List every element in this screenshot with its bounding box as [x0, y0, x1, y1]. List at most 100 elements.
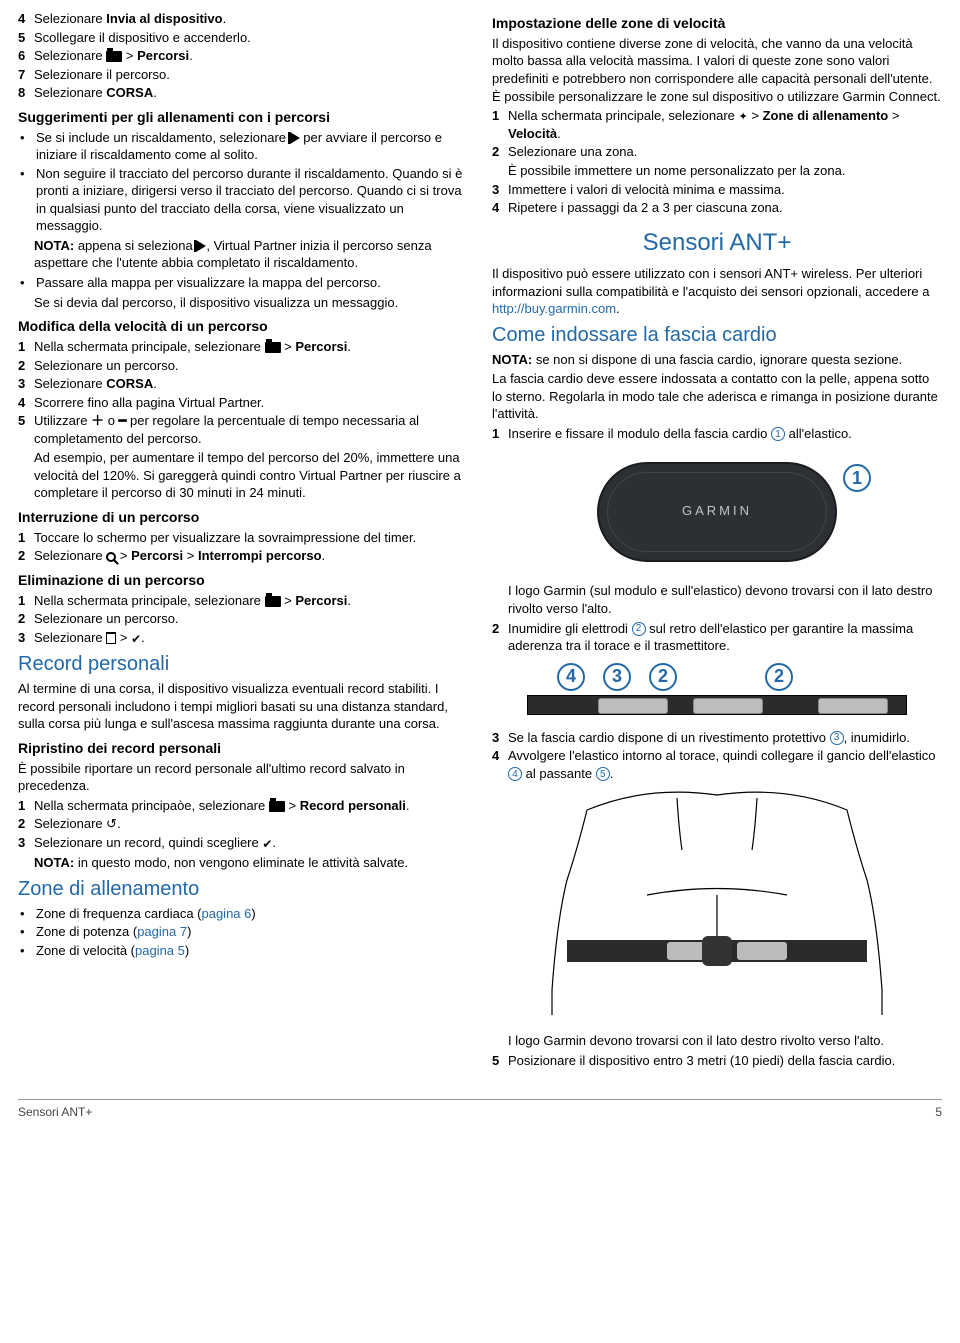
list-item: È possibile immettere un nome personaliz… — [492, 162, 942, 180]
list-body: Posizionare il dispositivo entro 3 metri… — [508, 1052, 942, 1070]
list-number: 2 — [18, 547, 34, 565]
list-item: 8Selezionare CORSA. — [18, 84, 468, 102]
list-item: 1Toccare lo schermo per visualizzare la … — [18, 529, 468, 547]
list-number: 2 — [492, 143, 508, 161]
trash-icon — [106, 632, 116, 644]
hrm-module-illustration: GARMIN 1 — [577, 452, 857, 572]
bullet-body: Non seguire il tracciato del percorso du… — [36, 165, 468, 235]
torso-text: I logo Garmin devono trovarsi con il lat… — [508, 1032, 942, 1050]
heading-suggerimenti: Suggerimenti per gli allenamenti con i p… — [18, 108, 468, 127]
callout-5-ref: 5 — [596, 767, 610, 781]
list-item: 3Selezionare un record, quindi scegliere… — [18, 834, 468, 852]
hrm-brand-label: GARMIN — [577, 502, 857, 520]
list-item: 2Selezionare una zona. — [492, 143, 942, 161]
strap-callout: 3 — [603, 663, 631, 691]
list-body: Selezionare CORSA. — [34, 84, 468, 102]
list-item: 6Selezionare > Percorsi. — [18, 47, 468, 65]
list-number: 7 — [18, 66, 34, 84]
list-number: 2 — [18, 610, 34, 628]
play-icon — [196, 240, 206, 252]
bullet-item: Se si include un riscaldamento, selezion… — [18, 129, 468, 164]
modifica-note: Ad esempio, per aumentare il tempo del p… — [34, 449, 468, 502]
ripristino-note: NOTA: in questo modo, non vengono elimin… — [34, 854, 468, 872]
list-body: Utilizzare ＋ o ━ per regolare la percent… — [34, 412, 468, 447]
list-number: 8 — [18, 84, 34, 102]
list-body: Selezionare CORSA. — [34, 375, 468, 393]
left-column: 4Selezionare Invia al dispositivo.5Scoll… — [18, 8, 468, 1071]
callout-3-ref: 3 — [830, 731, 844, 745]
list-body: Selezionare un percorso. — [34, 357, 468, 375]
list-number: 2 — [492, 620, 508, 638]
list-item: 3Selezionare CORSA. — [18, 375, 468, 393]
list-item: 1Inserire e fissare il modulo della fasc… — [492, 425, 942, 443]
fascia-text: La fascia cardio deve essere indossata a… — [492, 370, 942, 423]
heading-sensori-ant: Sensori ANT+ — [492, 227, 942, 259]
list-number: 3 — [18, 629, 34, 647]
list-number: 3 — [18, 375, 34, 393]
heading-fascia: Come indossare la fascia cardio — [492, 322, 942, 349]
list-item: 7Selezionare il percorso. — [18, 66, 468, 84]
list-body: Selezionare un record, quindi scegliere … — [34, 834, 468, 852]
list-item: 3Selezionare > . — [18, 629, 468, 647]
strap-callout: 2 — [765, 663, 793, 691]
two-column-layout: 4Selezionare Invia al dispositivo.5Scoll… — [18, 8, 942, 1071]
strap-callout: 2 — [649, 663, 677, 691]
bullet-body: Zone di frequenza cardiaca (pagina 6) — [36, 905, 468, 923]
list-body: Selezionare . — [34, 815, 468, 833]
list-number: 1 — [18, 592, 34, 610]
callout-2-ref: 2 — [632, 622, 646, 636]
folder-icon — [106, 51, 122, 62]
list-item: 2Selezionare > Percorsi > Interrompi per… — [18, 547, 468, 565]
callout-1: 1 — [843, 464, 871, 492]
bullet-item: Zone di frequenza cardiaca (pagina 6) — [18, 905, 468, 923]
list-body: Selezionare Invia al dispositivo. — [34, 10, 468, 28]
folder-icon — [265, 342, 281, 353]
fascia-note: NOTA: se non si dispone di una fascia ca… — [492, 351, 942, 369]
strap-callout: 4 — [557, 663, 585, 691]
cyclist-icon — [739, 108, 748, 123]
list-body: Selezionare una zona. — [508, 143, 942, 161]
bullet-body: Se si include un riscaldamento, selezion… — [36, 129, 468, 164]
nota-text: NOTA: appena si seleziona , Virtual Part… — [34, 237, 468, 272]
bullet-body: Zone di potenza (pagina 7) — [36, 923, 468, 941]
list-body: Selezionare > . — [34, 629, 468, 647]
play-icon — [290, 132, 300, 144]
list-body: Selezionare > Percorsi. — [34, 47, 468, 65]
list-body: Inserire e fissare il modulo della fasci… — [508, 425, 942, 443]
bullet-item: Non seguire il tracciato del percorso du… — [18, 165, 468, 235]
list-number: 2 — [18, 357, 34, 375]
list-number: 4 — [492, 199, 508, 217]
list-number: 3 — [492, 181, 508, 199]
list-item: 4Selezionare Invia al dispositivo. — [18, 10, 468, 28]
list-number: 5 — [18, 29, 34, 47]
footer-section: Sensori ANT+ — [18, 1104, 92, 1120]
list-body: Selezionare un percorso. — [34, 610, 468, 628]
torso-illustration — [527, 790, 907, 1020]
list-body: Se la fascia cardio dispone di un rivest… — [508, 729, 942, 747]
list-number: 4 — [18, 394, 34, 412]
list-number: 4 — [18, 10, 34, 28]
list-item: 1Nella schermata principale, selezionare… — [18, 592, 468, 610]
list-number: 5 — [18, 412, 34, 430]
list-body: Inumidire gli elettrodi 2 sul retro dell… — [508, 620, 942, 655]
list-body: Nella schermata principale, selezionare … — [34, 592, 468, 610]
list-item: 4Ripetere i passaggi da 2 a 3 per ciascu… — [492, 199, 942, 217]
list-number: 4 — [492, 747, 508, 765]
heading-eliminazione: Eliminazione di un percorso — [18, 571, 468, 590]
heading-interruzione: Interruzione di un percorso — [18, 508, 468, 527]
bullet-item: Zone di velocità (pagina 5) — [18, 942, 468, 960]
list-number: 1 — [492, 425, 508, 443]
list-item: 2Selezionare un percorso. — [18, 357, 468, 375]
list-number: 3 — [18, 834, 34, 852]
list-body: Toccare lo schermo per visualizzare la s… — [34, 529, 468, 547]
heading-ripristino: Ripristino dei record personali — [18, 739, 468, 758]
list-item: 2Selezionare . — [18, 815, 468, 833]
list-body: È possibile immettere un nome personaliz… — [508, 162, 942, 180]
callout-1-ref: 1 — [771, 427, 785, 441]
list-body: Scorrere fino alla pagina Virtual Partne… — [34, 394, 468, 412]
list-item: 5Utilizzare ＋ o ━ per regolare la percen… — [18, 412, 468, 447]
check-icon — [131, 630, 141, 648]
reset-icon — [106, 816, 117, 831]
imp-text: Il dispositivo contiene diverse zone di … — [492, 35, 942, 105]
heading-zone: Zone di allenamento — [18, 876, 468, 903]
